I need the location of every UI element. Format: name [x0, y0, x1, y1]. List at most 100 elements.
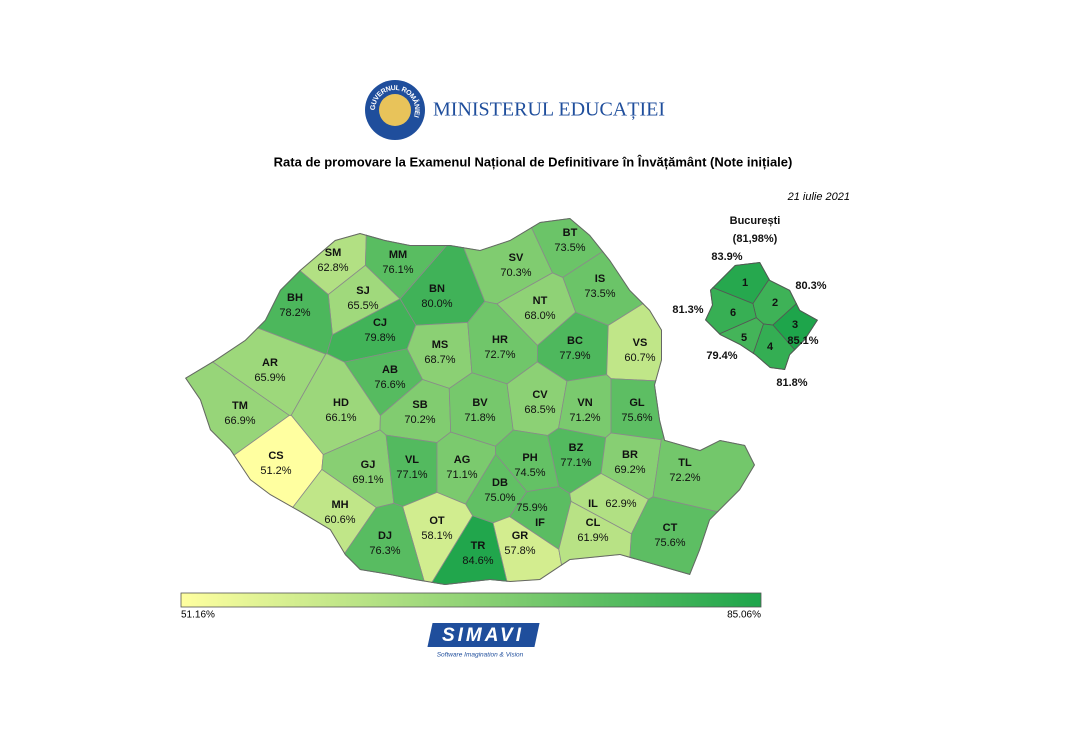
county-value: 68.5% [524, 404, 555, 416]
county-value: 65.9% [254, 372, 285, 384]
county-code: NT [533, 295, 548, 307]
map-date: 21 iulie 2021 [787, 191, 850, 203]
sector-number: 5 [741, 332, 747, 344]
county-value: 73.5% [584, 288, 615, 300]
sector-number: 4 [767, 341, 774, 353]
county-value: 77.1% [560, 457, 591, 469]
county-code: HD [333, 397, 349, 409]
county-code: GR [512, 530, 529, 542]
county-code: DB [492, 477, 508, 489]
sector-value: 85.1% [787, 335, 818, 347]
county-code: TR [471, 540, 486, 552]
county-value: 66.9% [224, 415, 255, 427]
legend-min: 51.16% [181, 610, 215, 621]
county-code: BH [287, 292, 303, 304]
county-code: SB [412, 399, 427, 411]
sector-number: 6 [730, 307, 736, 319]
county-value: 71.8% [464, 412, 495, 424]
county-value: 69.1% [352, 474, 383, 486]
county-value: 51.2% [260, 465, 291, 477]
county-value: 69.2% [614, 464, 645, 476]
county-code: PH [522, 452, 537, 464]
county-code: SM [325, 247, 342, 259]
county-code: TL [678, 457, 692, 469]
sector-value: 81.3% [672, 304, 703, 316]
emblem: GUVERNUL ROMÂNIEI [365, 80, 425, 140]
labels: SM 62.8% MM 76.1% BT 73.5% SV 70.3% SJ 65.5% BN 80.… [224, 227, 826, 567]
county-code: GJ [361, 459, 376, 471]
county-code: IS [595, 273, 605, 285]
county-code: AG [454, 454, 471, 466]
bucharest-total: (81,98%) [733, 233, 778, 245]
county-value: 62.8% [317, 262, 348, 274]
county-code: MS [432, 339, 449, 351]
county-code: BZ [569, 442, 584, 454]
county-code: OT [429, 515, 445, 527]
county-code: CV [532, 389, 548, 401]
county [425, 515, 512, 585]
brand-logo: SIMAVI Software Imagination & Vision [427, 623, 540, 659]
sector-value: 80.3% [795, 280, 826, 292]
county-value: 77.1% [396, 469, 427, 481]
county-value: 70.3% [500, 267, 531, 279]
sector-value: 79.4% [706, 350, 737, 362]
county-code: AR [262, 357, 278, 369]
county-value: 70.2% [404, 414, 435, 426]
sector-number: 2 [772, 297, 778, 309]
county-value: 57.8% [504, 545, 535, 557]
county-value: 79.8% [364, 332, 395, 344]
county-value: 65.5% [347, 300, 378, 312]
county-value: 62.9% [605, 498, 636, 510]
county-code: IF [535, 517, 545, 529]
county-code: TM [232, 400, 248, 412]
county [626, 496, 755, 585]
county-value: 77.9% [559, 350, 590, 362]
county-code: CS [268, 450, 283, 462]
county-code: AB [382, 364, 398, 376]
county-value: 75.6% [621, 412, 652, 424]
county-value: 58.1% [421, 530, 452, 542]
county-code: HR [492, 334, 508, 346]
brand-name: SIMAVI [442, 625, 524, 646]
county-value: 71.2% [569, 412, 600, 424]
county-value: 76.1% [382, 264, 413, 276]
county-code: SJ [356, 285, 369, 297]
sector-number: 3 [792, 319, 798, 331]
county-value: 60.6% [324, 514, 355, 526]
county-value: 72.2% [669, 472, 700, 484]
county-value: 71.1% [446, 469, 477, 481]
bucharest-name: București [730, 215, 781, 227]
county-code: IL [588, 498, 598, 510]
county-value: 76.6% [374, 379, 405, 391]
county-code: VS [633, 337, 648, 349]
county-value: 61.9% [577, 532, 608, 544]
county-value: 73.5% [554, 242, 585, 254]
sector-value: 81.8% [776, 377, 807, 389]
county-value: 80.0% [421, 298, 452, 310]
county-value: 74.5% [514, 467, 545, 479]
county-value: 68.0% [524, 310, 555, 322]
county-code: BV [472, 397, 488, 409]
sector-number: 1 [742, 277, 748, 289]
county-code: BC [567, 335, 583, 347]
ministry-name: MINISTERUL EDUCAȚIEI [433, 99, 665, 121]
county-value: 75.6% [654, 537, 685, 549]
county-code: BR [622, 449, 638, 461]
county-code: MM [389, 249, 407, 261]
county-value: 66.1% [325, 412, 356, 424]
county-code: MH [331, 499, 348, 511]
county-value: 72.7% [484, 349, 515, 361]
county-code: BT [563, 227, 578, 239]
county-code: DJ [378, 530, 392, 542]
county-code: CT [663, 522, 678, 534]
map-title: Rata de promovare la Examenul Național d… [274, 154, 793, 169]
county-code: SV [509, 252, 524, 264]
county [610, 378, 732, 441]
legend-bar [180, 592, 762, 608]
county [185, 218, 333, 355]
county-code: GL [629, 397, 645, 409]
county-value: 75.0% [484, 492, 515, 504]
county-code: VL [405, 454, 419, 466]
county-code: CL [586, 517, 601, 529]
